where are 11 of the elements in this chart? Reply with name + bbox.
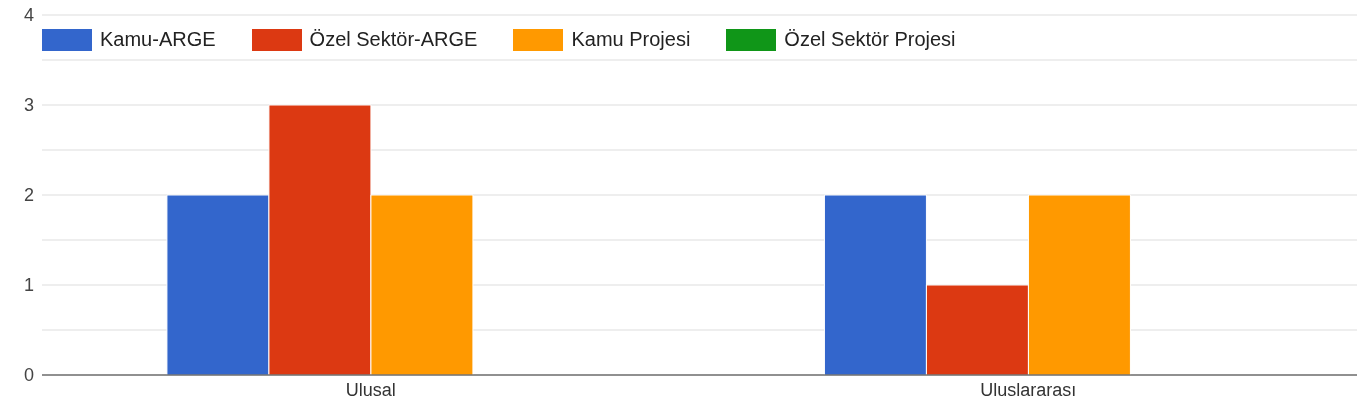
y-tick-label: 2	[23, 185, 34, 206]
y-tick-label: 3	[23, 95, 34, 116]
x-tick-label: Ulusal	[345, 379, 396, 400]
y-tick-label: 0	[23, 365, 34, 386]
x-tick-label: Uluslararası	[980, 379, 1077, 400]
y-tick-label: 1	[23, 275, 34, 296]
legend-label: Kamu-ARGE	[100, 28, 216, 51]
legend-label: Özel Sektör-ARGE	[309, 28, 478, 51]
y-tick-label: 4	[23, 5, 34, 26]
legend-label: Kamu Projesi	[571, 28, 691, 51]
legend-label: Özel Sektör Projesi	[784, 28, 956, 51]
